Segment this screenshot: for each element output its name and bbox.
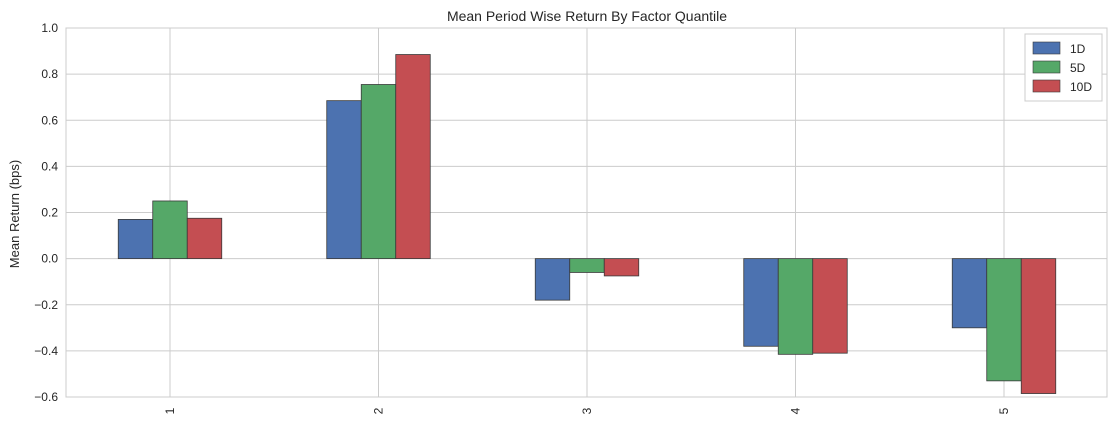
bar-1D-q4 bbox=[743, 258, 779, 347]
x-tick-label: 4 bbox=[789, 407, 803, 414]
plot-area: 1.0 0.8 0.6 0.4 0.2 0.0 −0.2 −0.4 −0.6 1 2 3 4 5 1D 5D 1… bbox=[34, 21, 1108, 414]
y-tick-label: 0.6 bbox=[41, 113, 58, 127]
legend-swatch-1D bbox=[1032, 41, 1061, 55]
legend-label-10D: 10D bbox=[1070, 80, 1092, 94]
chart-title: Mean Period Wise Return By Factor Quanti… bbox=[447, 8, 727, 24]
bar-5D-q3 bbox=[569, 258, 605, 273]
legend-swatch-5D bbox=[1032, 60, 1061, 74]
bar-1D-q1 bbox=[117, 219, 154, 260]
y-tick-label: −0.4 bbox=[34, 344, 58, 358]
bar-5D-q4 bbox=[777, 258, 814, 355]
y-tick-label: −0.6 bbox=[34, 390, 58, 404]
plot-border bbox=[65, 27, 1108, 398]
bar-1D-q2 bbox=[326, 100, 362, 260]
x-tick-label: 2 bbox=[372, 407, 386, 414]
bar-10D-q2 bbox=[395, 54, 431, 260]
y-tick-label: 1.0 bbox=[41, 21, 58, 35]
y-tick-label: 0.2 bbox=[41, 206, 58, 220]
bar-1D-q5 bbox=[951, 258, 988, 329]
y-axis-label: Mean Return (bps) bbox=[7, 160, 22, 268]
x-tick-label: 3 bbox=[580, 407, 594, 414]
bar-5D-q1 bbox=[152, 200, 188, 260]
y-tick-label: 0.0 bbox=[41, 252, 58, 266]
bar-10D-q3 bbox=[603, 258, 640, 277]
bar-10D-q1 bbox=[186, 217, 223, 260]
legend-swatch-10D bbox=[1032, 79, 1061, 93]
bar-1D-q3 bbox=[534, 258, 571, 301]
legend-label-1D: 1D bbox=[1070, 42, 1086, 56]
y-tick-label: −0.2 bbox=[34, 298, 58, 312]
bar-10D-q5 bbox=[1020, 258, 1057, 394]
bar-5D-q5 bbox=[986, 258, 1022, 382]
x-tick-label: 1 bbox=[163, 407, 177, 414]
y-tick-label: 0.4 bbox=[41, 159, 58, 173]
bar-5D-q2 bbox=[360, 84, 397, 260]
legend-label-5D: 5D bbox=[1070, 61, 1086, 75]
y-tick-label: 0.8 bbox=[41, 67, 58, 81]
x-tick-label: 5 bbox=[997, 407, 1011, 414]
bar-10D-q4 bbox=[812, 258, 848, 354]
